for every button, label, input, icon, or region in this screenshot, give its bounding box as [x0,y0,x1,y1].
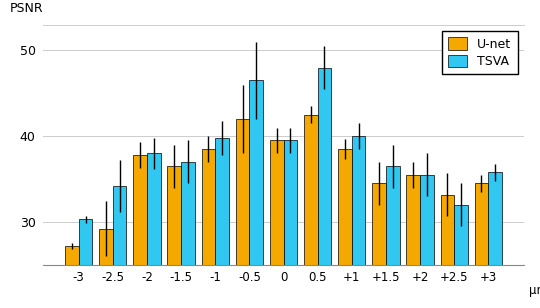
Bar [99,229,113,308]
Bar [304,115,318,308]
Bar [270,140,284,308]
Bar [236,119,249,308]
Text: PSNR: PSNR [10,2,43,15]
Bar [284,140,297,308]
Bar [352,136,366,308]
Bar [113,186,126,308]
Legend: U-net, TSVA: U-net, TSVA [442,31,517,75]
Bar [65,246,79,308]
Bar [338,149,352,308]
Bar [475,183,488,308]
Bar [386,166,400,308]
Bar [201,149,215,308]
Bar [488,172,502,308]
Bar [147,153,160,308]
Bar [441,195,454,308]
Bar [372,183,386,308]
Bar [133,155,147,308]
Bar [215,138,229,308]
Bar [318,67,331,308]
Bar [167,166,181,308]
Bar [407,175,420,308]
Bar [420,175,434,308]
Bar [249,80,263,308]
Bar [181,162,195,308]
Text: μm: μm [529,284,540,297]
Bar [454,205,468,308]
Bar [79,219,92,308]
